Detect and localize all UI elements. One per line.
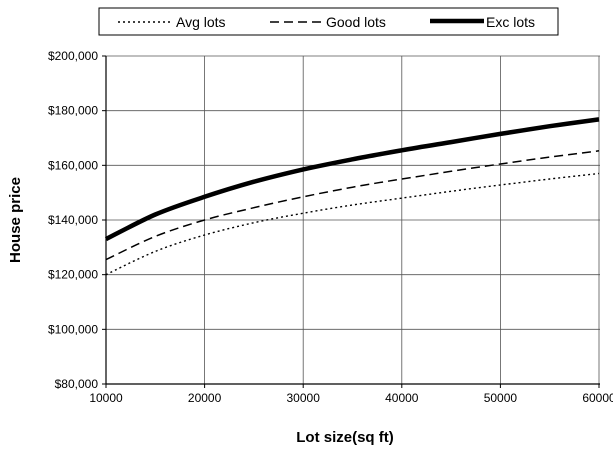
y-tick-label: $120,000 — [48, 268, 98, 282]
x-tick-label: 20000 — [188, 391, 222, 405]
y-axis-title: House price — [7, 177, 24, 263]
y-tick-label: $180,000 — [48, 104, 98, 118]
x-tick-label: 40000 — [385, 391, 419, 405]
x-tick-label: 30000 — [287, 391, 321, 405]
legend: Avg lots Good lots Exc lots — [98, 7, 559, 36]
y-tick-label: $200,000 — [48, 49, 98, 63]
y-tick-label: $80,000 — [55, 377, 99, 391]
x-tick-label: 50000 — [484, 391, 518, 405]
axes — [102, 55, 600, 388]
series-lines — [104, 117, 600, 276]
y-tick-labels: $80,000 $100,000 $120,000 $140,000 $160,000 $… — [48, 49, 98, 391]
y-tick-label: $100,000 — [48, 322, 98, 336]
x-tick-label: 60000 — [582, 391, 613, 405]
gridlines — [106, 55, 600, 384]
legend-label-good-lots: Good lots — [326, 14, 386, 30]
x-axis-title: Lot size(sq ft) — [296, 429, 394, 446]
x-tick-label: 10000 — [89, 391, 123, 405]
x-tick-labels: 10000 20000 30000 40000 50000 60000 — [89, 391, 613, 405]
series-line-avg-lots — [105, 172, 600, 276]
legend-label-avg-lots: Avg lots — [176, 14, 226, 30]
series-line-good-lots — [105, 150, 600, 261]
legend-label-exc-lots: Exc lots — [486, 14, 535, 30]
series-line-exc-lots — [104, 117, 600, 242]
y-tick-label: $160,000 — [48, 158, 98, 172]
y-tick-label: $140,000 — [48, 213, 98, 227]
